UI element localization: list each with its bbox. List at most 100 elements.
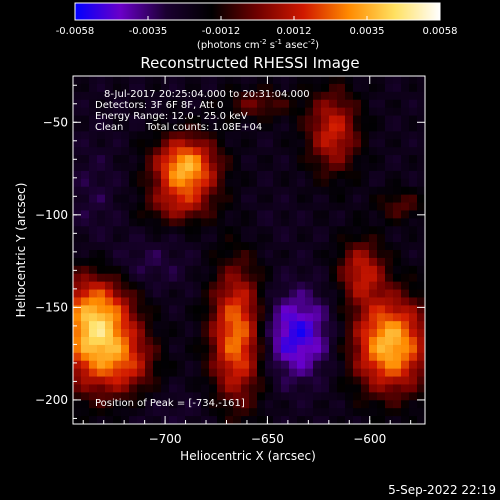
heatmap-cell — [353, 163, 362, 172]
heatmap-cell — [193, 194, 202, 204]
heatmap-cell — [257, 360, 266, 370]
heatmap-cell — [369, 265, 378, 275]
heatmap-cell — [153, 368, 162, 378]
heatmap-cell — [121, 131, 130, 140]
y-axis-label: Heliocentric Y (arcsec) — [14, 183, 28, 318]
heatmap-cell — [377, 186, 386, 196]
heatmap-cell — [409, 297, 418, 306]
heatmap-cell — [273, 313, 282, 322]
heatmap-cell — [265, 344, 274, 354]
heatmap-cell — [169, 384, 178, 393]
heatmap-cell — [361, 155, 370, 164]
heatmap-cell — [257, 99, 266, 109]
heatmap-cell — [233, 376, 242, 386]
heatmap-cell — [161, 226, 170, 235]
heatmap-cell — [97, 321, 106, 330]
heatmap-cell — [393, 147, 402, 156]
heatmap-cell — [337, 186, 346, 196]
heatmap-cell — [129, 147, 138, 156]
heatmap-cell — [361, 313, 370, 322]
heatmap-cell — [305, 202, 314, 212]
heatmap-cell — [153, 337, 162, 346]
heatmap-cell — [329, 360, 338, 370]
heatmap-cell — [97, 265, 106, 275]
heatmap-cell — [321, 123, 330, 132]
heatmap-cell — [305, 337, 314, 346]
heatmap-cell — [89, 321, 98, 330]
heatmap-cell — [153, 194, 162, 204]
heatmap-cell — [209, 384, 218, 393]
heatmap-cell — [81, 218, 90, 227]
heatmap-cell — [305, 115, 314, 125]
heatmap-cell — [377, 202, 386, 212]
heatmap-cell — [153, 178, 162, 188]
heatmap-cell — [353, 170, 362, 180]
heatmap-cell — [137, 392, 146, 401]
heatmap-cell — [417, 123, 425, 132]
heatmap-cell — [241, 281, 250, 291]
heatmap-cell — [273, 234, 282, 243]
heatmap-cell — [345, 186, 354, 196]
heatmap-cell — [113, 234, 122, 243]
heatmap-cell — [105, 384, 114, 393]
heatmap-cell — [393, 107, 402, 117]
heatmap-cell — [249, 91, 258, 101]
heatmap-cell — [337, 265, 346, 275]
heatmap-cell — [369, 289, 378, 299]
heatmap-cell — [105, 337, 114, 346]
heatmap-cell — [145, 400, 154, 409]
heatmap-cell — [161, 384, 170, 393]
heatmap-cell — [257, 202, 266, 212]
heatmap-cell — [313, 321, 322, 330]
heatmap-cell — [137, 250, 146, 259]
heatmap-cell — [161, 234, 170, 243]
heatmap-cell — [113, 392, 122, 401]
heatmap-cell — [209, 344, 218, 354]
heatmap-cell — [321, 186, 330, 196]
heatmap-cell — [289, 107, 298, 117]
heatmap-cell — [145, 392, 154, 401]
heatmap-cell — [409, 416, 418, 424]
heatmap-cell — [121, 91, 130, 101]
heatmap-cell — [281, 139, 290, 148]
heatmap-cell — [385, 186, 394, 196]
heatmap-cell — [361, 170, 370, 180]
heatmap-cell — [145, 163, 154, 172]
heatmap-cell — [113, 337, 122, 346]
heatmap-cell — [377, 352, 386, 362]
heatmap-cell — [73, 83, 82, 93]
heatmap-cell — [89, 281, 98, 291]
heatmap-cell — [209, 289, 218, 299]
heatmap-cell — [225, 186, 234, 196]
heatmap-cell — [113, 131, 122, 140]
heatmap-cell — [417, 170, 425, 180]
heatmap-cell — [129, 321, 138, 330]
heatmap-cell — [305, 178, 314, 188]
heatmap-cell — [377, 107, 386, 117]
heatmap-cell — [97, 281, 106, 291]
heatmap-cell — [281, 218, 290, 227]
heatmap-cell — [321, 242, 330, 251]
heatmap-cell — [185, 147, 194, 156]
heatmap-cell — [161, 147, 170, 156]
heatmap-cell — [353, 392, 362, 401]
heatmap-cell — [177, 147, 186, 156]
heatmap-cell — [217, 76, 226, 85]
heatmap-cell — [257, 313, 266, 322]
heatmap-cell — [113, 376, 122, 386]
heatmap-cell — [289, 281, 298, 291]
heatmap-cell — [217, 376, 226, 386]
heatmap-cell — [409, 186, 418, 196]
x-tick-label: −650 — [251, 432, 284, 446]
heatmap-cell — [225, 226, 234, 235]
heatmap-cell — [153, 392, 162, 401]
heatmap-cell — [297, 226, 306, 235]
heatmap-cell — [129, 337, 138, 346]
heatmap-cell — [177, 392, 186, 401]
heatmap-cell — [265, 313, 274, 322]
heatmap-cell — [401, 329, 410, 338]
heatmap-cell — [97, 123, 106, 132]
heatmap-cell — [113, 416, 122, 424]
heatmap-cell — [273, 344, 282, 354]
heatmap-cell — [81, 99, 90, 109]
